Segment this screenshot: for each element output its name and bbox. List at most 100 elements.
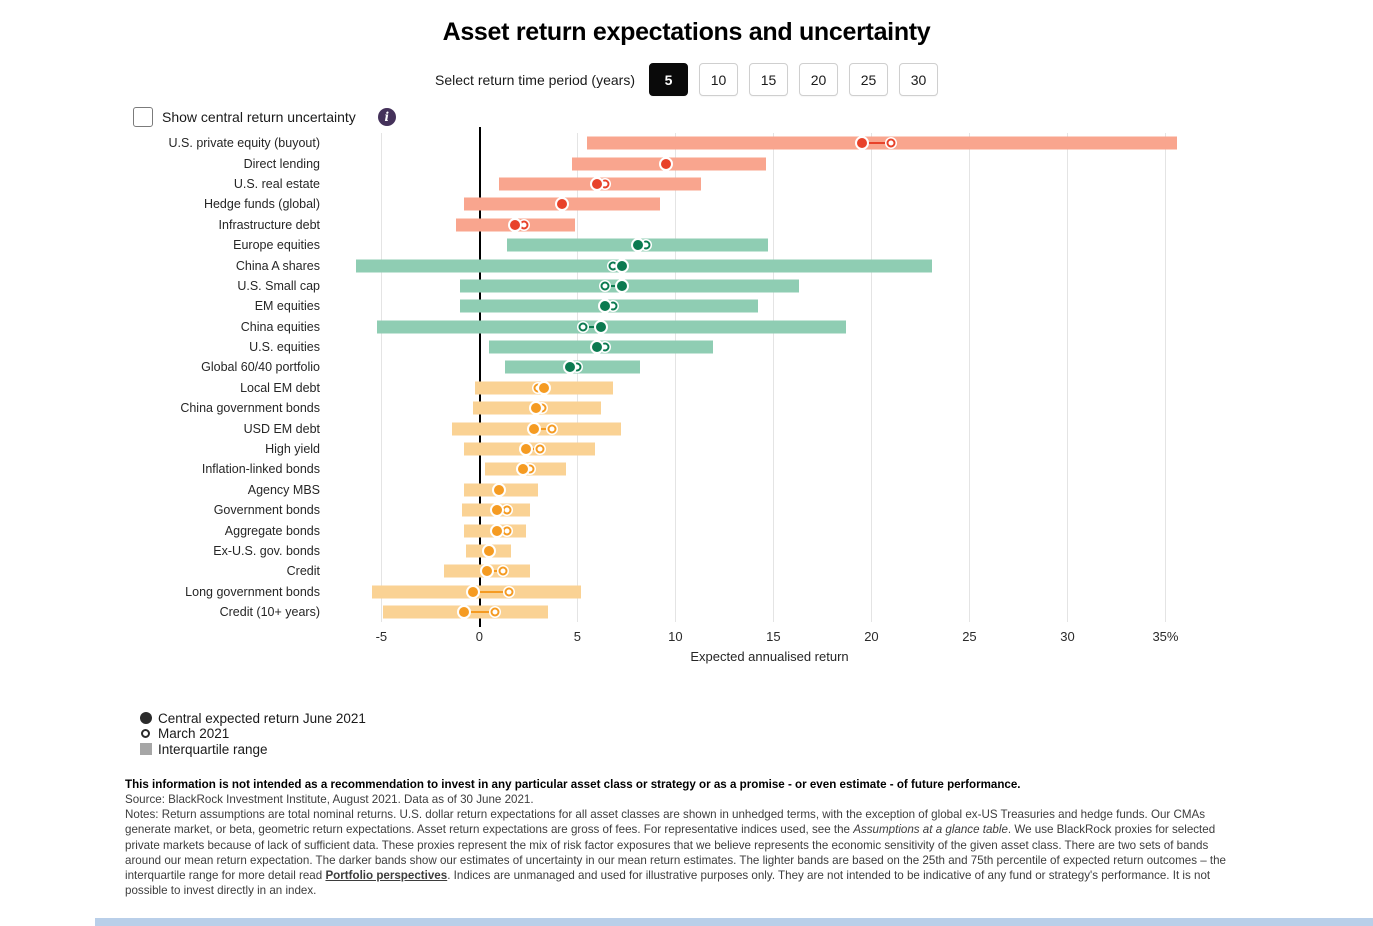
june-2021-dot — [484, 546, 495, 556]
row-label: Agency MBS — [247, 482, 320, 497]
row-label: Aggregate bonds — [224, 523, 320, 538]
time-period-button-25[interactable]: 25 — [848, 63, 888, 96]
june-2021-dot — [509, 219, 520, 230]
legend-label: Interquartile range — [158, 741, 268, 757]
row-label: China government bonds — [180, 401, 320, 416]
row-label: Infrastructure debt — [218, 217, 320, 232]
chart-row: China government bonds — [125, 398, 1189, 418]
june-2021-dot — [529, 423, 540, 434]
june-2021-dot — [595, 321, 606, 332]
uncertainty-checkbox-row: Show central return uncertainty i — [133, 105, 1373, 129]
june-2021-dot — [633, 240, 644, 251]
page-title: Asset return expectations and uncertaint… — [442, 18, 931, 46]
chart-row: Credit — [125, 561, 1189, 581]
row-track — [350, 337, 1189, 357]
source-text: Source: BlackRock Investment Institute, … — [125, 793, 534, 807]
chart-row: USD EM debt — [125, 418, 1189, 438]
june-march-connector — [583, 325, 601, 328]
chart-row: Global 60/40 portfolio — [125, 357, 1189, 377]
june-march-connector — [473, 590, 509, 593]
time-period-button-15[interactable]: 15 — [748, 63, 788, 96]
row-label: EM equities — [254, 299, 320, 314]
notes-italic-segment: Assumptions at a glance table — [853, 823, 1008, 837]
legend-label: Central expected return June 2021 — [158, 710, 366, 726]
gridlines — [350, 127, 1189, 628]
time-period-button-10[interactable]: 10 — [698, 63, 738, 96]
time-period-button-20[interactable]: 20 — [798, 63, 838, 96]
june-march-connector — [861, 142, 892, 145]
chart-row: U.S. Small cap — [125, 276, 1189, 296]
time-period-button-30[interactable]: 30 — [898, 63, 938, 96]
march-2021-dot — [502, 526, 512, 536]
row-label: China equities — [240, 319, 320, 334]
portfolio-perspectives-link[interactable]: Portfolio perspectives — [325, 869, 448, 883]
row-label: Ex-U.S. gov. bonds — [213, 544, 320, 558]
interquartile-range-bar — [459, 279, 799, 293]
row-track — [350, 153, 1189, 173]
row-track — [350, 174, 1189, 194]
bottom-accent-bar — [95, 918, 1373, 926]
row-track — [350, 582, 1189, 602]
march-2021-dot — [886, 138, 896, 148]
row-label: U.S. equities — [249, 340, 320, 355]
june-2021-dot — [556, 199, 567, 210]
plot-area: U.S. private equity (buyout) Direct lendi… — [125, 127, 1189, 628]
chart-row: Infrastructure debt — [125, 215, 1189, 235]
disclaimer-text: This information is not intended as a re… — [125, 777, 1021, 791]
legend-label: March 2021 — [158, 726, 230, 742]
row-label: Hedge funds (global) — [203, 197, 320, 212]
chart-row: Government bonds — [125, 500, 1189, 520]
gridline — [381, 133, 383, 623]
chart-row: U.S. equities — [125, 337, 1189, 357]
row-track — [350, 398, 1189, 418]
june-2021-dot — [521, 444, 532, 455]
row-track — [350, 500, 1189, 520]
chart-row: Ex-U.S. gov. bonds — [125, 541, 1189, 561]
x-tick-label: 30 — [1060, 629, 1075, 645]
uncertainty-checkbox[interactable] — [133, 107, 153, 127]
notes-text: Notes: Return assumptions are total nomi… — [125, 807, 1230, 898]
chart-row: Credit (10+ years) — [125, 602, 1189, 622]
march-2021-dot — [504, 587, 514, 597]
march-2021-dot — [600, 281, 610, 291]
june-2021-dot — [617, 260, 628, 271]
gridline — [577, 133, 579, 623]
row-label: U.S. real estate — [233, 176, 320, 191]
time-period-selector: Select return time period (years) 5 10 15 2… — [0, 63, 1373, 96]
chart-row: Direct lending — [125, 153, 1189, 173]
legend: Central expected return June 2021 March … — [140, 710, 1373, 757]
row-track — [350, 602, 1189, 622]
row-track — [350, 235, 1189, 255]
notes-segment: . We use BlackRock proxies for selected … — [125, 823, 1226, 883]
row-track — [350, 418, 1189, 438]
june-2021-dot — [482, 566, 493, 577]
june-2021-dot — [660, 158, 671, 169]
june-2021-dot — [517, 464, 528, 475]
gridline — [871, 133, 873, 623]
row-label: Direct lending — [243, 156, 320, 171]
march-2021-dot — [502, 505, 512, 515]
legend-item-june: Central expected return June 2021 — [140, 710, 1373, 726]
info-icon[interactable]: i — [377, 108, 396, 126]
x-tick-label: 5 — [573, 629, 582, 645]
gridline — [969, 133, 971, 623]
chart-row: Europe equities — [125, 235, 1189, 255]
x-tick-label: 10 — [668, 629, 683, 645]
gridline — [1165, 133, 1167, 623]
x-tick-label: 20 — [864, 629, 879, 645]
x-tick-label: 35% — [1152, 629, 1179, 645]
x-axis-ticks: -5 0 5 10 15 20 25 30 35% — [350, 622, 1189, 646]
time-period-button-5[interactable]: 5 — [648, 63, 688, 96]
chart-row: Long government bonds — [125, 582, 1189, 602]
row-label: U.S. private equity (buyout) — [168, 136, 320, 151]
march-2021-dot — [578, 322, 588, 332]
june-2021-dot — [468, 586, 479, 597]
row-label: Global 60/40 portfolio — [201, 360, 320, 375]
chart-row: Hedge funds (global) — [125, 194, 1189, 214]
march-2021-dot — [608, 261, 618, 271]
notes-segment: . Indices are unmanaged and used for ill… — [125, 869, 1211, 898]
june-2021-dot — [564, 362, 575, 373]
row-label: Europe equities — [233, 238, 320, 253]
row-label: Long government bonds — [185, 584, 320, 599]
row-label: High yield — [265, 442, 320, 457]
